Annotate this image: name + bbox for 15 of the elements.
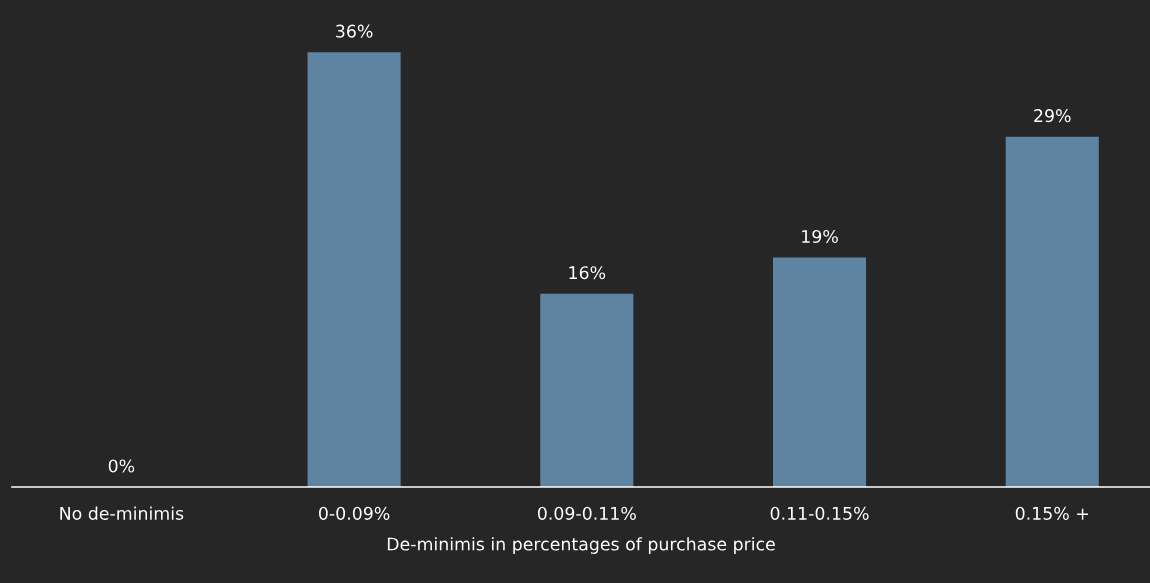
data-label: 29% [1034,109,1071,123]
x-tick-label: 0.11-0.15% [770,506,869,520]
data-label: 0% [108,459,135,473]
bar [307,52,401,487]
x-tick-label: 0.15% + [1015,506,1089,520]
bar [540,293,634,487]
x-tick-label: 0-0.09% [319,506,390,520]
data-label: 16% [569,266,606,280]
bar [1005,136,1099,487]
x-axis-title: De-minimis in percentages of purchase price [387,537,775,554]
x-tick-label: No de-minimis [60,506,184,520]
data-label: 36% [336,24,373,38]
data-label: 19% [802,229,838,244]
bar [772,257,867,487]
x-tick-label: 0.09-0.11% [537,506,636,520]
